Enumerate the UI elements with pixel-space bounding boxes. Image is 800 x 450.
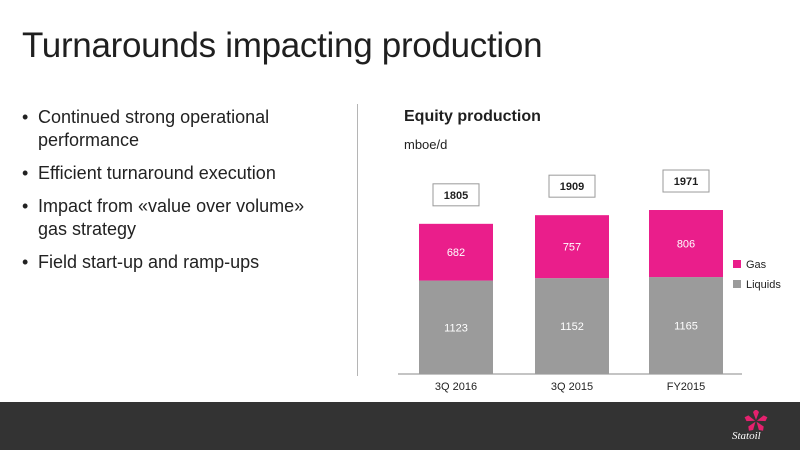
data-label-gas: 682 (447, 247, 465, 259)
legend-swatch-liquids (733, 280, 741, 288)
data-label-liquids: 1165 (674, 321, 698, 333)
bullet-text: Impact from «value over volume» gas stra… (38, 196, 305, 239)
bar-gas (419, 223, 493, 281)
logo-star-petal (756, 415, 768, 422)
bullet-item: • Continued strong operational performanc… (22, 106, 332, 152)
legend-swatch-gas (733, 260, 741, 268)
chart-title: Equity production (404, 108, 541, 125)
category-label: 3Q 2016 (435, 381, 477, 393)
bullet-text: Field start-up and ramp-ups (38, 252, 260, 272)
bullet-marker: • (22, 252, 29, 272)
statoil-logo: Statoil (726, 409, 786, 444)
bullet-text: Continued strong operational performance (38, 107, 270, 150)
brand-name: Statoil (732, 430, 761, 442)
data-label-liquids: 1152 (560, 321, 584, 333)
total-label: 1909 (560, 181, 584, 193)
logo-star-petal (753, 409, 759, 420)
logo-star-petal (748, 421, 756, 431)
footer-bar: Statoil (0, 402, 800, 450)
bullet-item: • Field start-up and ramp-ups (22, 251, 332, 274)
category-label: FY2015 (667, 381, 706, 393)
bar-gas (649, 210, 723, 278)
logo-star-icon (744, 409, 768, 431)
bullet-marker: • (22, 163, 29, 183)
bullet-list: • Continued strong operational performanc… (22, 106, 332, 284)
total-label: 1805 (444, 190, 468, 202)
total-label-box (432, 183, 480, 207)
legend-label-liquids: Liquids (746, 279, 781, 291)
vertical-divider (357, 104, 358, 376)
bar-liquids (649, 277, 723, 374)
total-label-box (548, 174, 596, 198)
logo-star-petal (744, 415, 756, 422)
slide-title: Turnarounds impacting production (22, 26, 543, 65)
bullet-item: • Efficient turnaround execution (22, 162, 332, 185)
logo-star-petal (756, 421, 764, 431)
category-label: 3Q 2015 (551, 381, 593, 393)
bullet-marker: • (22, 196, 29, 216)
bullet-marker: • (22, 107, 29, 127)
bar-liquids (419, 280, 493, 374)
data-label-gas: 757 (563, 242, 581, 254)
bullet-text: Efficient turnaround execution (38, 163, 276, 183)
legend-label-gas: Gas (746, 259, 767, 271)
equity-production-chart: 1123 682 1805 3Q 2016 1152 757 1909 3Q 2015 1165… (398, 169, 781, 393)
bullet-item: • Impact from «value over volume» gas str… (22, 195, 332, 241)
bar-liquids (535, 278, 609, 374)
data-label-gas: 806 (677, 239, 695, 251)
bar-gas (535, 215, 609, 279)
total-label-box (662, 169, 710, 193)
data-label-liquids: 1123 (444, 322, 468, 334)
total-label: 1971 (674, 176, 698, 188)
chart-unit-label: mboe/d (404, 137, 448, 152)
